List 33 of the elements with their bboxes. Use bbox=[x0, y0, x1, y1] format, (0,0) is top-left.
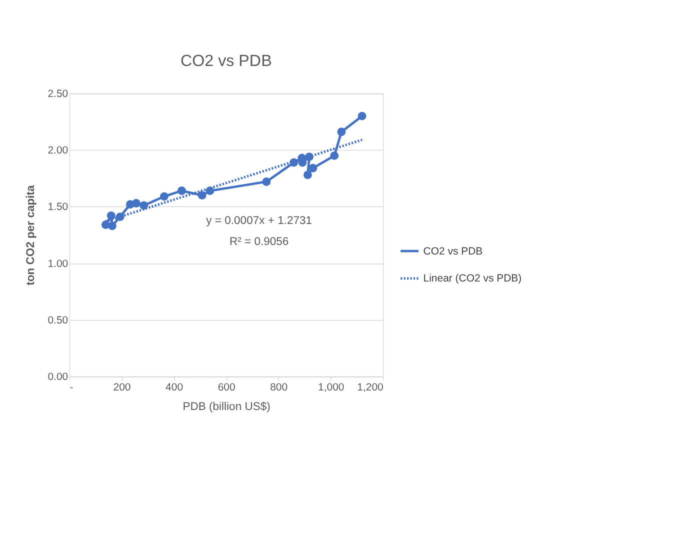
annotation: R² = 0.9056 bbox=[229, 236, 289, 248]
annotation: y = 0.0007x + 1.2731 bbox=[206, 214, 312, 227]
x-tick-label: 1,200 bbox=[357, 382, 384, 394]
y-tick-label: 1.00 bbox=[48, 258, 68, 270]
point bbox=[160, 192, 168, 201]
point bbox=[262, 177, 271, 186]
y-tick-label: 0.50 bbox=[48, 315, 68, 326]
point bbox=[132, 199, 140, 208]
y-tick-label: 2.50 bbox=[48, 89, 68, 100]
x-tick-label: 1,000 bbox=[318, 382, 344, 394]
point bbox=[140, 201, 148, 210]
point bbox=[108, 222, 116, 230]
y-tick-label: 1.50 bbox=[48, 202, 68, 214]
point bbox=[358, 112, 366, 120]
point bbox=[106, 211, 116, 220]
point bbox=[330, 151, 339, 160]
y-axis-title: ton CO2 per capita bbox=[25, 184, 38, 286]
chart-title: CO2 vs PDB bbox=[180, 52, 272, 70]
point bbox=[177, 186, 186, 195]
x-axis-title: PDB (billion US$) bbox=[182, 400, 271, 413]
y-tick-label: 0.00 bbox=[48, 372, 68, 384]
x-tick-label: 400 bbox=[166, 382, 184, 394]
point bbox=[198, 191, 206, 200]
legend-label: CO2 vs PDB bbox=[423, 246, 483, 258]
y-tick-label: 2.00 bbox=[48, 146, 68, 157]
point bbox=[308, 164, 318, 172]
x-tick-label: - bbox=[70, 382, 74, 394]
x-tick-label: 600 bbox=[218, 382, 236, 394]
x-tick-label: 800 bbox=[270, 382, 288, 394]
x-tick-label: 200 bbox=[113, 382, 131, 394]
legend-label: Linear (CO2 vs PDB) bbox=[423, 274, 522, 285]
point bbox=[337, 128, 346, 136]
point bbox=[303, 170, 312, 180]
